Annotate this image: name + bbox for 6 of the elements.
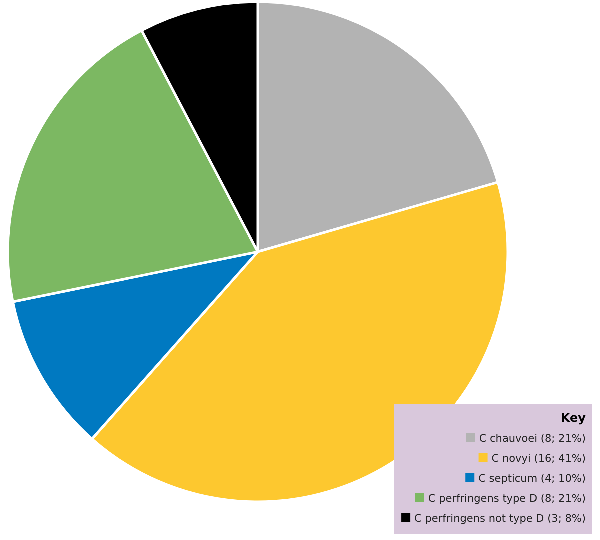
legend-label: C novyi (16; 41%) (492, 453, 586, 465)
legend-label: C septicum (4; 10%) (478, 473, 586, 485)
legend-label: C perfringens not type D (3; 8%) (414, 513, 586, 525)
legend-label: C perfringens type D (8; 21%) (428, 493, 586, 505)
legend-title: Key (560, 411, 586, 425)
legend-label: C chauvoei (8; 21%) (479, 433, 586, 445)
